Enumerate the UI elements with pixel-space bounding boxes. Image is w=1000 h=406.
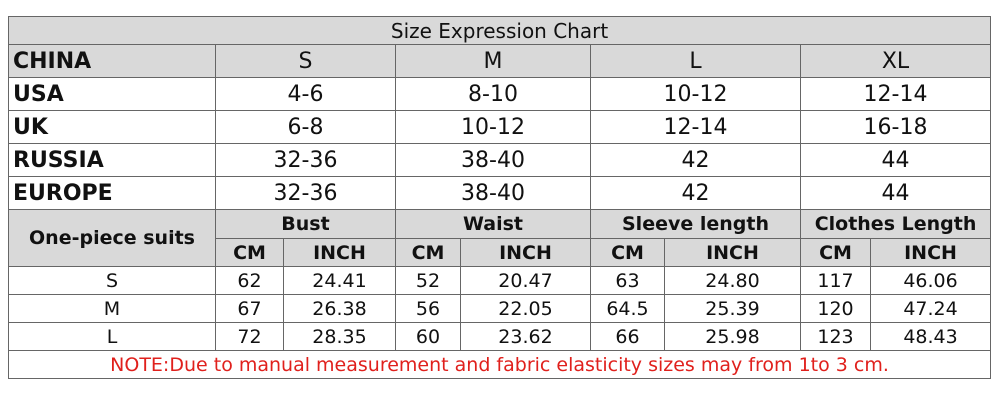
size-cell: 6-8 (215, 110, 396, 144)
size-header-row: CHINA S M L XL (8, 44, 992, 78)
measure-cell: 67 (215, 294, 284, 323)
size-chart: Size Expression Chart CHINA S M L XL USA 4-6 8-… (7, 16, 992, 379)
note: NOTE:Due to manual measurement and fabri… (7, 350, 992, 379)
size-cell: 44 (799, 143, 992, 177)
note-row: NOTE:Due to manual measurement and fabri… (7, 350, 992, 379)
size-cell: 32-36 (215, 176, 396, 210)
title: Size Expression Chart (7, 16, 992, 45)
measure-cell: 64.5 (590, 294, 665, 323)
measure-cell: 48.43 (869, 322, 992, 351)
measure-cell: 63 (590, 266, 665, 295)
size-row: UK 6-8 10-12 12-14 16-18 (8, 110, 992, 144)
measure-cell: 66 (590, 322, 665, 351)
measure-cell: 46.06 (869, 266, 992, 295)
measure-row: M 67 26.38 56 22.05 64.5 25.39 120 47.24 (8, 294, 992, 323)
unit-header: INCH (664, 238, 801, 267)
size-cell: 16-18 (799, 110, 992, 144)
unit-header: CM (215, 238, 284, 267)
measure-cell: 120 (800, 294, 871, 323)
size-cell: 38-40 (395, 176, 591, 210)
unit-header: CM (590, 238, 665, 267)
size-cell: 8-10 (395, 77, 591, 111)
measure-cell: 25.98 (664, 322, 801, 351)
row-header: One-piece suits (8, 209, 216, 267)
size-row: EUROPE 32-36 38-40 42 44 (8, 176, 992, 210)
measure-cell: 25.39 (664, 294, 801, 323)
unit-header: INCH (869, 238, 992, 267)
measure-cell: 28.35 (283, 322, 396, 351)
row-label: UK (8, 110, 216, 144)
size-row: USA 4-6 8-10 10-12 12-14 (8, 77, 992, 111)
size-cell: 4-6 (215, 77, 396, 111)
group-header: Clothes Length (799, 209, 992, 239)
row-label: RUSSIA (8, 143, 216, 177)
size-cell: 42 (590, 143, 801, 177)
measure-cell: 52 (395, 266, 461, 295)
unit-header: CM (395, 238, 461, 267)
title-row: Size Expression Chart (7, 16, 992, 45)
size-label: L (8, 322, 216, 351)
size-cell: 38-40 (395, 143, 591, 177)
measure-cell: 72 (215, 322, 284, 351)
size-row: RUSSIA 32-36 38-40 42 44 (8, 143, 992, 177)
row-label: CHINA (8, 44, 216, 78)
size-cell: 12-14 (590, 110, 801, 144)
unit-row: CM INCH CM INCH CM INCH CM INCH (9, 238, 992, 267)
size-cell: 10-12 (395, 110, 591, 144)
group-header: Bust (215, 209, 396, 239)
measure-cell: 117 (800, 266, 871, 295)
unit-header: INCH (283, 238, 396, 267)
size-cell: 12-14 (799, 77, 992, 111)
unit-header: CM (800, 238, 871, 267)
row-label: EUROPE (8, 176, 216, 210)
size-cell: 44 (799, 176, 992, 210)
measure-cell: 60 (395, 322, 461, 351)
size-header: XL (799, 44, 992, 78)
measure-cell: 22.05 (460, 294, 591, 323)
group-header: Waist (395, 209, 591, 239)
size-header: S (215, 44, 396, 78)
size-header: L (590, 44, 801, 78)
size-cell: 42 (590, 176, 801, 210)
unit-header: INCH (460, 238, 591, 267)
size-header: M (395, 44, 591, 78)
measure-row: L 72 28.35 60 23.62 66 25.98 123 48.43 (8, 322, 992, 351)
measure-cell: 26.38 (283, 294, 396, 323)
measure-cell: 123 (800, 322, 871, 351)
measure-cell: 62 (215, 266, 284, 295)
group-header-row: One-piece suits Bust Waist Sleeve length Clo… (8, 209, 992, 267)
measure-row: S 62 24.41 52 20.47 63 24.80 117 46.06 (8, 266, 992, 295)
measure-cell: 24.41 (283, 266, 396, 295)
row-label: USA (8, 77, 216, 111)
group-header: Sleeve length (590, 209, 801, 239)
measure-cell: 47.24 (869, 294, 992, 323)
size-cell: 10-12 (590, 77, 801, 111)
size-label: M (8, 294, 216, 323)
measure-cell: 24.80 (664, 266, 801, 295)
size-label: S (8, 266, 216, 295)
measure-cell: 23.62 (460, 322, 591, 351)
measure-cell: 56 (395, 294, 461, 323)
size-cell: 32-36 (215, 143, 396, 177)
measure-cell: 20.47 (460, 266, 591, 295)
table-body: Size Expression Chart CHINA S M L XL USA 4-6 8-… (7, 16, 992, 379)
